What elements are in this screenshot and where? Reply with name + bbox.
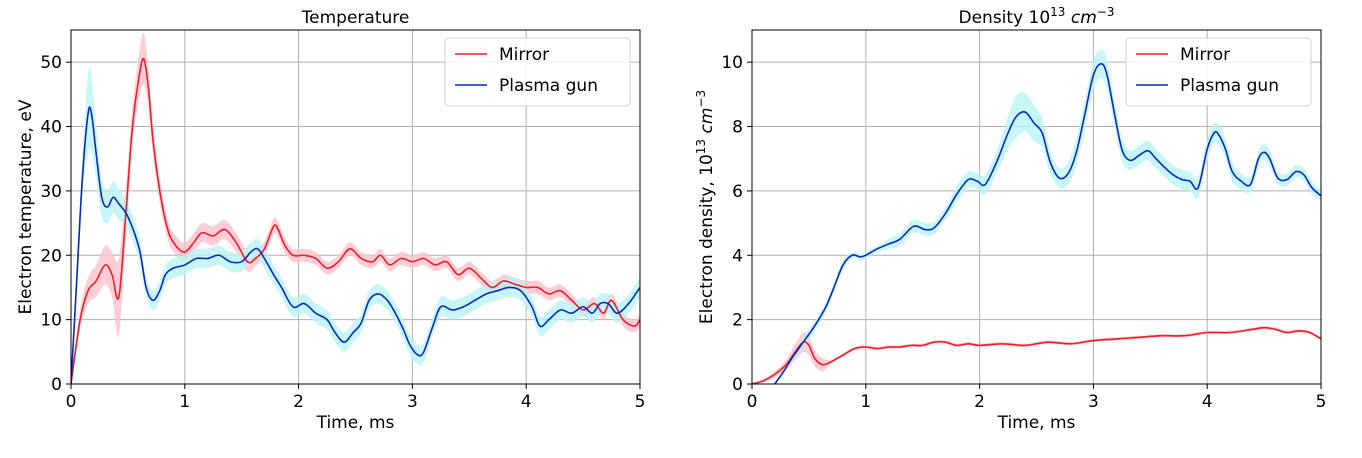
x-tick-label: 2	[974, 392, 985, 412]
legend-box	[444, 37, 631, 107]
chart-title: Temperature	[301, 8, 410, 28]
error-band-plasma-gun	[71, 66, 640, 384]
x-axis-label: Time, ms	[316, 413, 395, 433]
y-tick-label: 10	[40, 311, 62, 331]
legend-label: Plasma gun	[1180, 76, 1279, 96]
x-tick-label: 1	[860, 392, 871, 412]
y-tick-label: 6	[732, 182, 743, 202]
x-axis-label: Time, ms	[997, 413, 1076, 433]
legend: Mirror Plasma gun	[444, 37, 631, 107]
y-tick-label: 2	[732, 311, 743, 331]
y-tick-label: 30	[40, 182, 62, 202]
chart-title: Density 1013 cm−3	[959, 5, 1115, 28]
y-axis-label: Electron density, 1013 cm−3	[694, 90, 717, 324]
density-chart: 0 1 2 3 4 5 0 2 4 6 8 10 Time, ms Electron density, 1…	[694, 5, 1326, 433]
x-tick-label: 5	[635, 392, 646, 412]
plot-frame	[70, 29, 641, 385]
y-axis-label: Electron temperature, eV	[16, 99, 36, 314]
y-tick-label: 0	[51, 375, 62, 395]
x-tick-label: 5	[1316, 392, 1327, 412]
x-tick-label: 4	[521, 392, 532, 412]
x-tick-label: 2	[293, 392, 304, 412]
y-tick-label: 10	[721, 53, 743, 73]
y-tick-label: 8	[732, 118, 743, 138]
legend: Mirror Plasma gun	[1125, 37, 1312, 107]
error-band-mirror	[752, 326, 1321, 384]
plot-frame	[751, 29, 1322, 385]
x-tick-label: 1	[179, 392, 190, 412]
x-tick-label: 3	[1088, 392, 1099, 412]
x-tick-label: 0	[747, 392, 758, 412]
legend-label: Mirror	[1180, 45, 1230, 65]
x-tick-label: 0	[66, 392, 77, 412]
x-tick-label: 3	[407, 392, 418, 412]
legend-label: Plasma gun	[499, 76, 598, 96]
series-line-mirror	[752, 326, 1321, 384]
series-line-mirror	[71, 57, 640, 384]
y-tick-label: 50	[40, 53, 62, 73]
legend-label: Mirror	[499, 45, 549, 65]
y-tick-label: 0	[732, 375, 743, 395]
y-tick-label: 20	[40, 246, 62, 266]
x-tick-label: 4	[1202, 392, 1213, 412]
y-tick-label: 4	[732, 246, 743, 266]
series-line-plasma-gun	[71, 106, 640, 384]
series-line-plasma-gun	[774, 62, 1321, 384]
y-tick-label: 40	[40, 118, 62, 138]
legend-box	[1125, 37, 1312, 107]
